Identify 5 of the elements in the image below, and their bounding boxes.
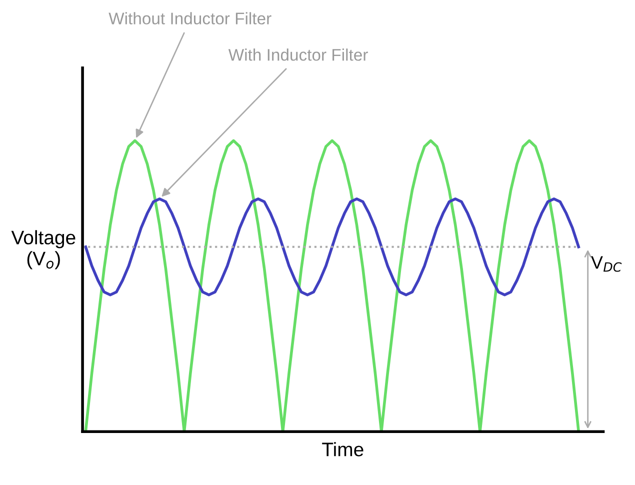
text: With Inductor Filter bbox=[228, 48, 368, 61]
text: Without Inductor Filter bbox=[108, 12, 272, 24]
legend-label: V$_{DC}$ bbox=[591, 256, 622, 272]
y-axis-title: Voltage (V$_{o}$) bbox=[11, 230, 76, 270]
x-axis-title: Time bbox=[322, 442, 364, 456]
